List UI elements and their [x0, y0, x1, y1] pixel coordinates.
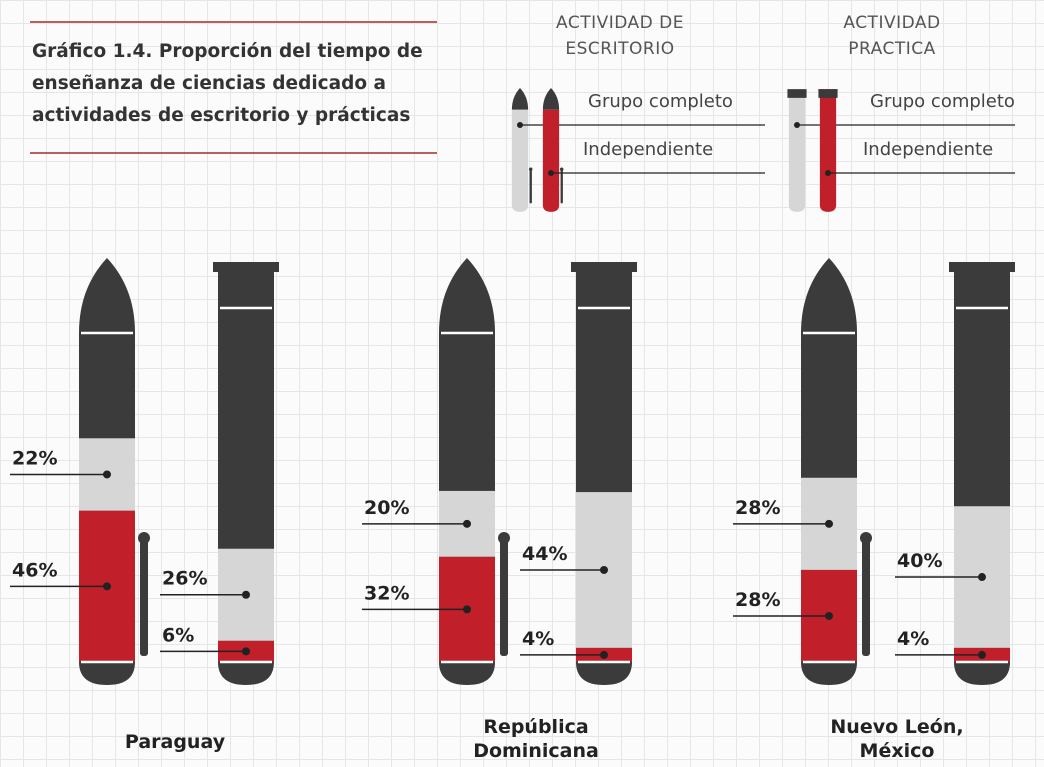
pencil-clip-head: [138, 532, 150, 544]
tube-rim: [787, 89, 807, 98]
tube: [213, 262, 279, 685]
tube-rim: [818, 89, 838, 98]
pencil-tip: [511, 88, 529, 110]
legend-label: Grupo completo: [588, 91, 733, 112]
pencil-clip-head: [498, 532, 510, 544]
pencil: [801, 258, 872, 685]
label-dot: [825, 519, 833, 528]
pencil-clip: [140, 540, 148, 656]
legend-label: Independiente: [863, 139, 993, 160]
pencil: [79, 258, 150, 685]
legend-icon: [818, 89, 838, 212]
label-dot: [600, 650, 608, 659]
pencil-tip: [801, 258, 857, 333]
pencil-tip: [439, 258, 495, 333]
pencil-tip: [79, 258, 135, 333]
label-dot: [600, 565, 608, 574]
pencil-tip: [542, 88, 560, 110]
country-label: Paraguay: [124, 731, 226, 753]
label-dot: [463, 519, 471, 528]
label-dot: [978, 650, 986, 659]
legend-dot: [517, 122, 523, 128]
legend-label: Grupo completo: [870, 91, 1015, 112]
tube-body: [818, 89, 838, 212]
label-dot: [825, 611, 833, 620]
pencil-clip: [862, 540, 870, 656]
pencil-body: [511, 109, 529, 212]
value-label: 4%: [522, 628, 554, 650]
legend-icon: [787, 89, 807, 212]
tube: [949, 262, 1015, 685]
value-label: 26%: [162, 568, 207, 590]
value-label: 44%: [522, 543, 567, 565]
legend-dot: [794, 122, 800, 128]
pencil-clip-head: [559, 167, 564, 171]
value-label: 20%: [364, 497, 409, 519]
pencil-body: [542, 109, 560, 212]
label-dot: [978, 573, 986, 582]
legend-group-title: ACTIVIDAD DE ESCRITORIO: [556, 13, 684, 59]
legend-label: Independiente: [583, 139, 713, 160]
label-dot: [103, 470, 111, 479]
pencil-clip: [500, 540, 508, 656]
chart-title: Gráfico 1.4. Proporción del tiempo de en…: [32, 41, 423, 126]
value-label: 22%: [12, 447, 57, 469]
pencil-clip: [560, 169, 563, 204]
label-dot: [103, 582, 111, 591]
legend-icon: [542, 88, 564, 212]
tube: [571, 262, 637, 685]
label-dot: [463, 605, 471, 614]
tube-body: [787, 89, 807, 212]
label-dot: [242, 590, 250, 599]
value-label: 28%: [735, 589, 780, 611]
value-label: 28%: [735, 497, 780, 519]
value-label: 6%: [162, 624, 194, 646]
value-label: 46%: [12, 559, 57, 581]
legend-dot: [825, 170, 831, 176]
value-label: 32%: [364, 582, 409, 604]
pencil-clip-head: [860, 532, 872, 544]
value-label: 40%: [897, 550, 942, 572]
country-label: Nuevo León, México: [830, 716, 964, 762]
pencil: [439, 258, 510, 685]
legend-group-title: ACTIVIDAD PRACTICA: [843, 13, 941, 59]
pencil-clip: [529, 169, 532, 204]
label-dot: [242, 647, 250, 656]
value-label: 4%: [897, 628, 929, 650]
country-label: República Dominicana: [473, 716, 599, 762]
pencil-clip-head: [528, 167, 533, 171]
legend-dot: [548, 170, 554, 176]
legend-icon: [511, 88, 533, 212]
